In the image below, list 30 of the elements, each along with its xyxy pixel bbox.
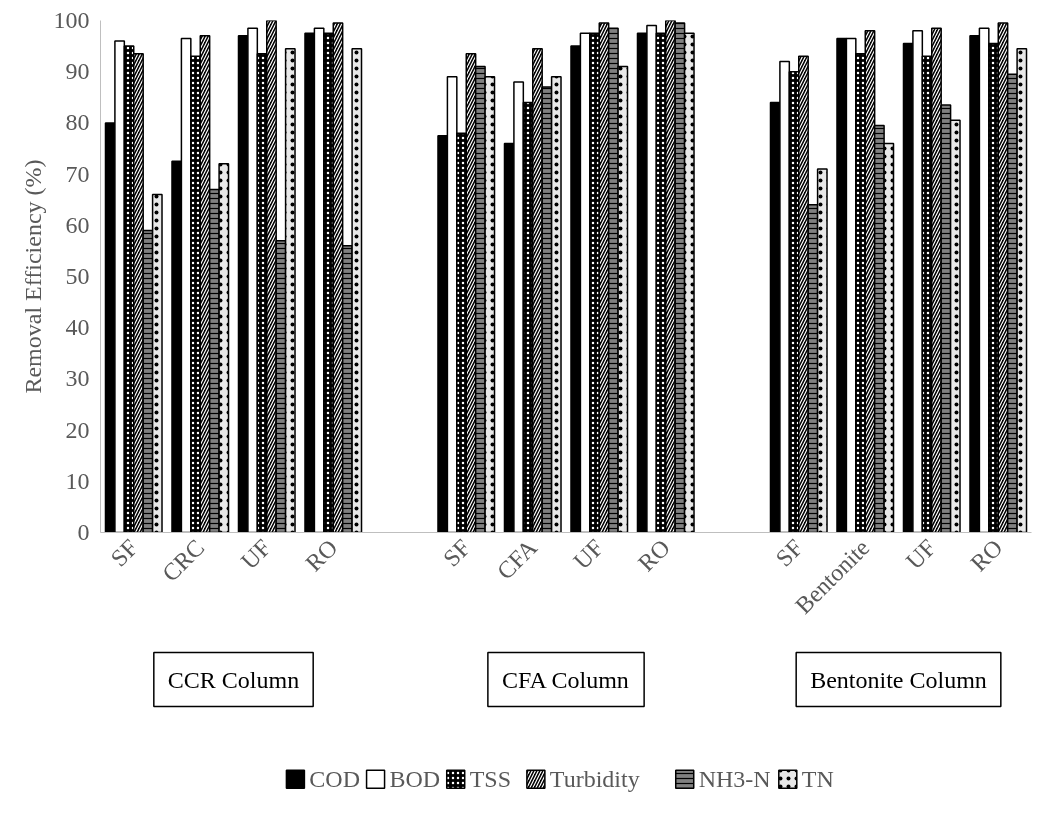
x-tick-label: UF bbox=[900, 534, 941, 575]
text: Bentonite Column bbox=[810, 666, 987, 693]
legend-label: NH3-N bbox=[698, 766, 771, 793]
legend-label: BOD bbox=[389, 766, 441, 793]
legend-label: COD bbox=[309, 766, 361, 793]
text: CCR Column bbox=[167, 666, 300, 693]
y-tick-label: 80 bbox=[65, 109, 90, 136]
legend-label: TN bbox=[801, 766, 834, 793]
y-tick-label: 70 bbox=[65, 160, 90, 187]
y-tick-label: 10 bbox=[65, 467, 90, 494]
x-tick-label: RO bbox=[965, 534, 1008, 577]
y-tick-label: 40 bbox=[65, 314, 90, 341]
y-tick-label: 30 bbox=[65, 365, 90, 392]
x-tick-label: SF bbox=[105, 534, 143, 572]
x-tick-label: RO bbox=[300, 534, 343, 577]
legend-label: Turbidity bbox=[549, 766, 640, 793]
x-tick-label: SF bbox=[438, 534, 476, 572]
y-tick-label: 90 bbox=[65, 58, 90, 85]
text: CFA Column bbox=[501, 666, 629, 693]
y-tick-label: 0 bbox=[77, 519, 90, 545]
x-tick-label: CFA bbox=[491, 533, 543, 585]
x-tick-label: RO bbox=[632, 534, 675, 577]
y-axis-title: Removal Efficiency (%) bbox=[19, 159, 46, 394]
x-tick-label: UF bbox=[568, 534, 609, 575]
y-tick-label: 50 bbox=[65, 263, 90, 289]
legend-label: TSS bbox=[469, 766, 512, 793]
x-tick-label: UF bbox=[235, 534, 276, 575]
y-tick-label: 100 bbox=[53, 7, 90, 33]
y-tick-label: 20 bbox=[65, 416, 90, 443]
y-tick-label: 60 bbox=[65, 211, 90, 238]
